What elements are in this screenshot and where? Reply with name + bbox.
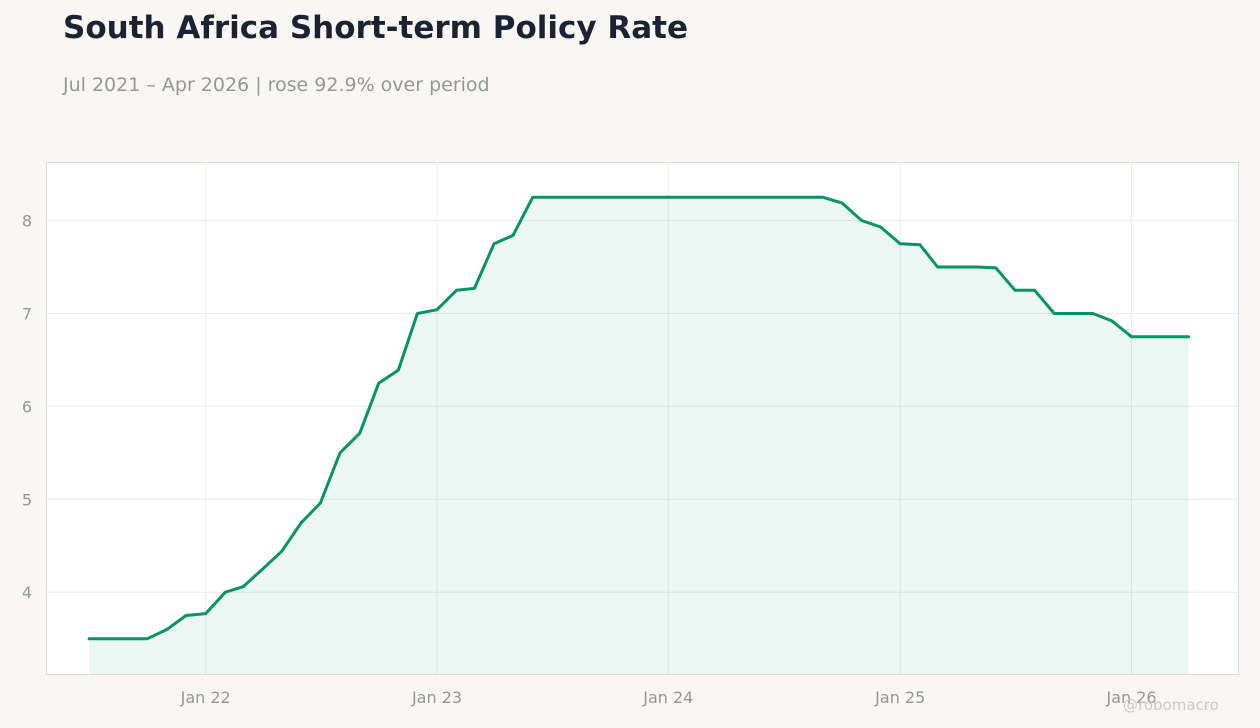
grid	[46, 162, 1238, 674]
chart-title: South Africa Short-term Policy Rate	[63, 10, 689, 46]
y-tick-label: 6	[22, 397, 32, 416]
x-axis: Jan 22 Jan 23 Jan 24 Jan 25 Jan 26	[180, 688, 1157, 707]
y-tick-label: 5	[22, 490, 32, 509]
series-area	[89, 197, 1189, 675]
x-tick-label: Jan 25	[874, 688, 925, 707]
plot-area	[46, 162, 1239, 675]
x-tick-label: Jan 24	[642, 688, 693, 707]
watermark: @robomacro	[1123, 696, 1219, 714]
y-tick-label: 8	[22, 212, 32, 231]
area-layer	[89, 197, 1189, 675]
line-layer	[87, 195, 1191, 641]
y-tick-label: 4	[22, 583, 32, 602]
series-line	[87, 195, 1191, 641]
y-axis: 4 5 6 7 8	[22, 212, 32, 603]
x-tick-label: Jan 22	[180, 688, 231, 707]
y-tick-label: 7	[22, 304, 32, 323]
x-tick-label: Jan 23	[411, 688, 462, 707]
x-tick-label: Jan 26	[1105, 688, 1156, 707]
chart-subtitle: Jul 2021 – Apr 2026 | rose 92.9% over pe…	[63, 74, 490, 96]
